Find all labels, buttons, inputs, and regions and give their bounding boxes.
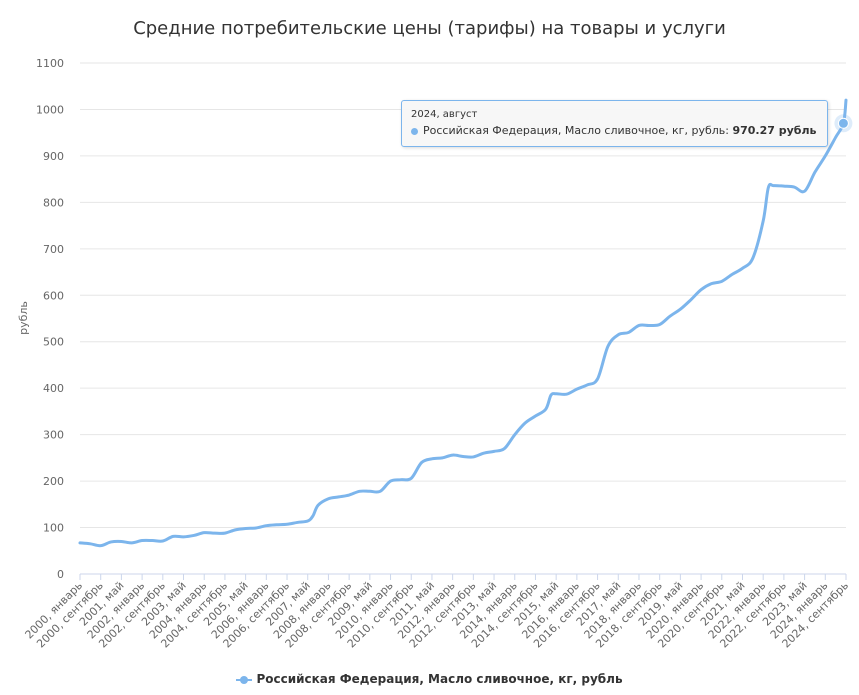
y-tick-label: 300 [43, 429, 64, 442]
legend-series-name: Российская Федерация, Масло сливочное, к… [256, 672, 623, 686]
data-point-marker[interactable] [837, 117, 849, 129]
y-tick-label: 600 [43, 289, 64, 302]
y-tick-label: 100 [43, 522, 64, 535]
y-tick-label: 1100 [36, 57, 64, 70]
y-tick-label: 200 [43, 475, 64, 488]
y-axis-title: рубль [17, 301, 30, 335]
legend-series-symbol [236, 675, 253, 685]
tooltip-value: 970.27 рубль [732, 124, 817, 137]
series-group [78, 98, 848, 548]
tooltip-series-dot [411, 127, 418, 135]
hover-marker-group [834, 114, 853, 133]
tooltip-date: 2024, август [411, 109, 478, 120]
tooltip: 2024, август Российская Федерация, Масло… [401, 100, 828, 147]
y-tick-label: 0 [57, 568, 64, 581]
chart-title: Средние потребительские цены (тарифы) на… [133, 18, 726, 39]
tooltip-series-name: Российская Федерация, Масло сливочное, к… [423, 124, 729, 137]
y-tick-label: 800 [43, 196, 64, 209]
y-tick-label: 500 [43, 336, 64, 349]
legend[interactable]: Российская Федерация, Масло сливочное, к… [0, 672, 859, 686]
y-tick-label: 900 [43, 150, 64, 163]
y-axis-labels: 0 100 200 300 400 500 600 700 800 900 1000 1100 [36, 57, 64, 581]
y-tick-label: 400 [43, 382, 64, 395]
y-tick-label: 700 [43, 243, 64, 256]
y-tick-label: 1000 [36, 103, 64, 116]
series-line[interactable] [78, 98, 848, 548]
